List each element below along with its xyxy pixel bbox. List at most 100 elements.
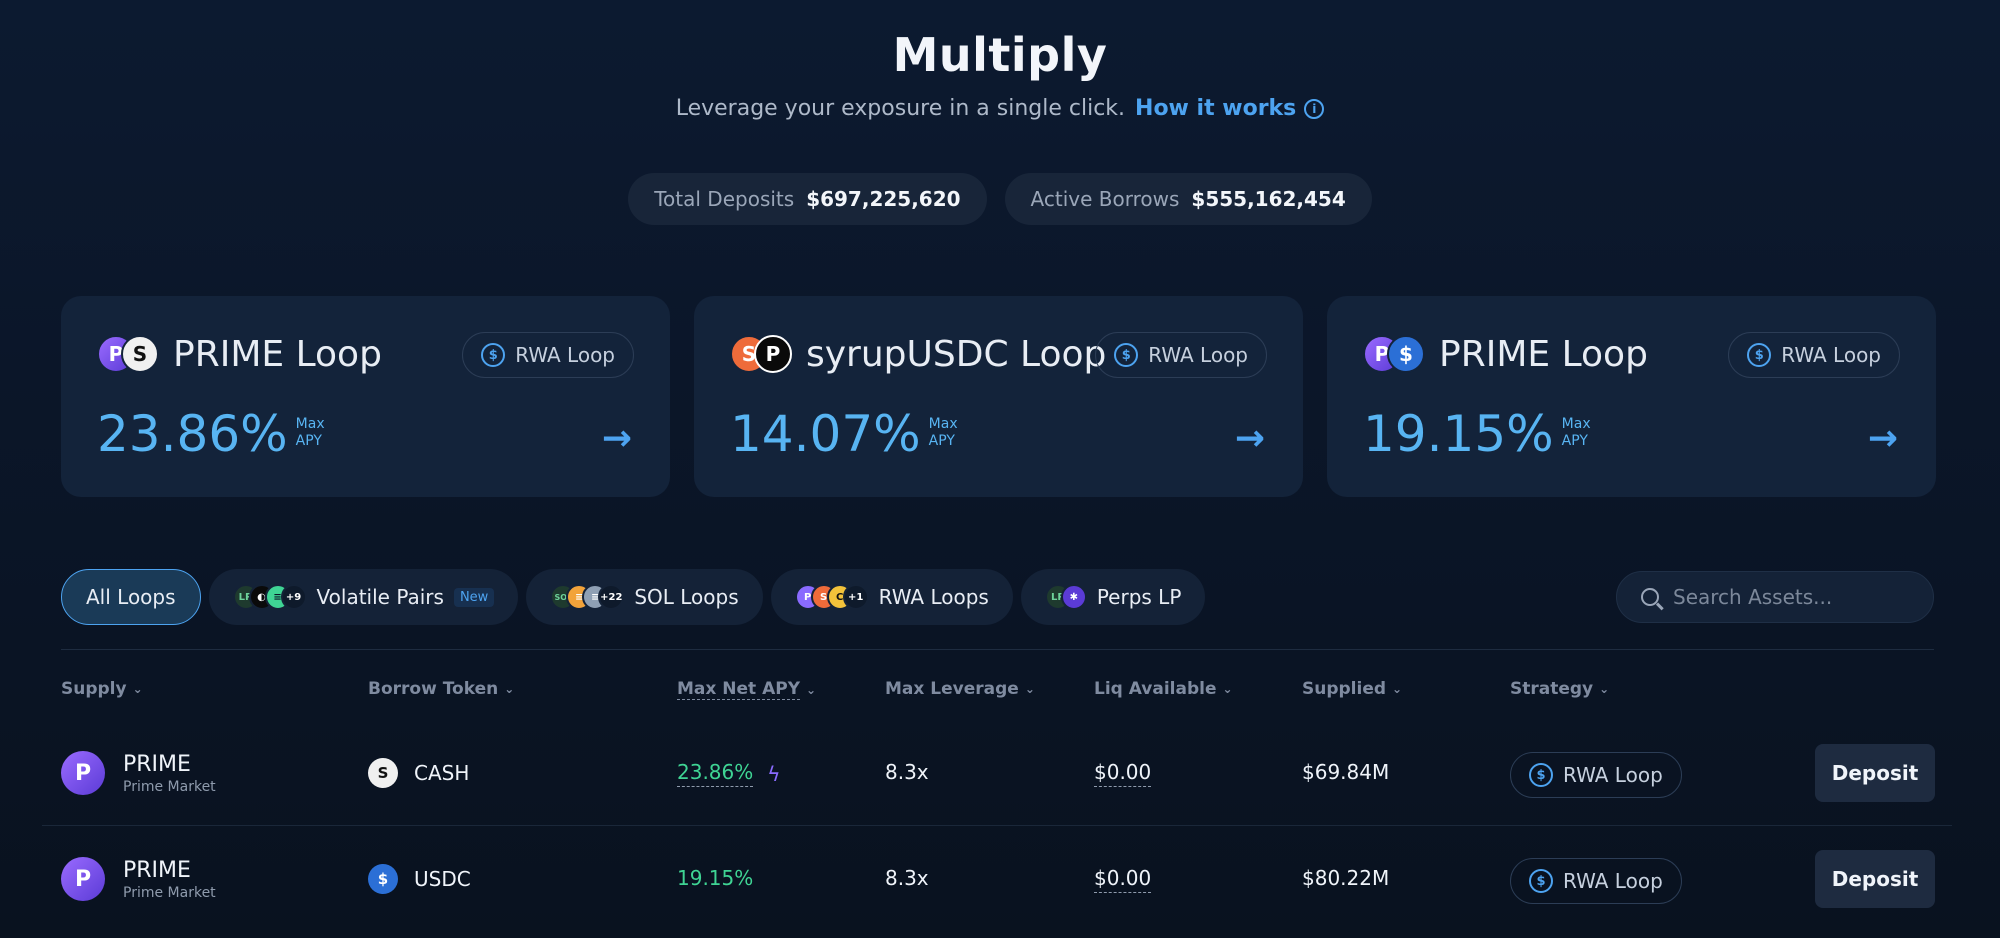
asset-name: PRIME bbox=[123, 857, 191, 883]
col-label: Borrow Token bbox=[368, 679, 499, 699]
page-header: Multiply Leverage your exposure in a sin… bbox=[0, 28, 2000, 121]
divider bbox=[61, 649, 1934, 650]
asset-name: PRIME bbox=[123, 751, 191, 777]
rwa-loop-tag: $ RWA Loop bbox=[462, 332, 634, 378]
col-label: Supply bbox=[61, 679, 127, 699]
col-label: Max Net APY bbox=[677, 679, 801, 700]
deposit-button[interactable]: Deposit bbox=[1815, 744, 1935, 802]
page-subtitle: Leverage your exposure in a single click… bbox=[0, 96, 2000, 121]
card-header: P S PRIME Loop bbox=[97, 334, 382, 375]
total-deposits-stat: Total Deposits $697,225,620 bbox=[628, 173, 987, 225]
deposit-button[interactable]: Deposit bbox=[1815, 850, 1935, 908]
prime-icon: P bbox=[61, 751, 105, 795]
arrow-right-icon[interactable]: → bbox=[601, 418, 632, 459]
row-divider bbox=[42, 825, 1952, 826]
pendle-icon: P bbox=[754, 334, 792, 373]
dollar-icon: $ bbox=[1114, 343, 1139, 367]
how-it-works-link[interactable]: How it works i bbox=[1135, 96, 1325, 121]
borrow-token-name: CASH bbox=[414, 761, 470, 785]
page-title: Multiply bbox=[892, 28, 1108, 82]
subtitle-text: Leverage your exposure in a single click… bbox=[675, 96, 1126, 121]
filter-rwa-loops[interactable]: P S C +1 RWA Loops bbox=[770, 569, 1013, 625]
col-supply[interactable]: Supply ⌄ bbox=[61, 679, 143, 699]
chip-label: Volatile Pairs bbox=[316, 585, 444, 609]
net-apy-value: 23.86% bbox=[677, 760, 754, 787]
col-liq-available[interactable]: Liq Available ⌄ bbox=[1094, 679, 1233, 699]
col-strategy[interactable]: Strategy ⌄ bbox=[1510, 679, 1609, 699]
filter-perps-lp[interactable]: LP ✱ Perps LP bbox=[1020, 569, 1206, 625]
supply-cell: P PRIME Prime Market bbox=[61, 751, 216, 795]
liq-cell: $0.00 bbox=[1094, 866, 1152, 893]
chip-label: RWA Loops bbox=[878, 585, 989, 609]
action-cell: Deposit bbox=[1815, 850, 1935, 908]
liq-value: $0.00 bbox=[1094, 760, 1152, 787]
borrow-cell: $ USDC bbox=[368, 864, 471, 894]
arrow-right-icon[interactable]: → bbox=[1867, 418, 1898, 459]
asset-market: Prime Market bbox=[123, 884, 216, 901]
search-input[interactable] bbox=[1673, 585, 1913, 609]
active-borrows-stat: Active Borrows $555,162,454 bbox=[1004, 173, 1372, 225]
dollar-icon: $ bbox=[481, 343, 506, 367]
leverage-cell: 8.3x bbox=[885, 866, 929, 890]
filter-all-loops[interactable]: All Loops bbox=[61, 569, 201, 625]
token-stack: SOL ≡ ≡ +22 bbox=[550, 584, 625, 610]
search-box[interactable] bbox=[1616, 571, 1934, 623]
rwa-loop-tag: $ RWA Loop bbox=[1095, 332, 1267, 378]
cash-icon: S bbox=[368, 758, 398, 788]
filter-sol-loops[interactable]: SOL ≡ ≡ +22 SOL Loops bbox=[526, 569, 763, 625]
supply-cell: P PRIME Prime Market bbox=[61, 857, 216, 901]
col-label: Strategy bbox=[1510, 679, 1594, 699]
info-icon: i bbox=[1304, 98, 1325, 119]
token-pair: P $ bbox=[1363, 334, 1435, 375]
card-header: S P syrupUSDC Loop bbox=[730, 334, 1106, 375]
lp-icon: LP bbox=[1044, 584, 1071, 610]
dollar-icon: $ bbox=[1529, 763, 1553, 787]
leverage-value: 8.3x bbox=[885, 760, 929, 784]
usdc-icon: $ bbox=[368, 864, 398, 894]
tag-label: RWA Loop bbox=[1148, 343, 1248, 367]
lightning-icon: ϟ bbox=[767, 761, 781, 786]
max-apy: 19.15% Max APY bbox=[1363, 408, 1591, 460]
chip-label: SOL Loops bbox=[634, 585, 739, 609]
featured-card-syrupusdc[interactable]: S P syrupUSDC Loop $ RWA Loop 14.07% Max… bbox=[694, 296, 1303, 497]
new-badge: New bbox=[453, 587, 495, 607]
stat-label: Total Deposits bbox=[654, 187, 795, 211]
strategy-cell: $ RWA Loop bbox=[1510, 752, 1682, 798]
table-row[interactable]: P PRIME Prime Market S CASH 23.86% ϟ 8.3… bbox=[42, 720, 1952, 826]
search-icon bbox=[1641, 588, 1659, 606]
chevron-down-icon: ⌄ bbox=[1222, 682, 1233, 696]
col-supplied[interactable]: Supplied ⌄ bbox=[1302, 679, 1402, 699]
arrow-right-icon[interactable]: → bbox=[1234, 418, 1265, 459]
token-pair: S P bbox=[730, 334, 802, 375]
strategy-tag: $ RWA Loop bbox=[1510, 752, 1682, 798]
strategy-tag: $ RWA Loop bbox=[1510, 858, 1682, 904]
apy-value: 19.15% bbox=[1363, 405, 1554, 463]
chevron-down-icon: ⌄ bbox=[806, 682, 817, 697]
stat-value: $697,225,620 bbox=[806, 187, 961, 211]
asset-text: PRIME Prime Market bbox=[123, 752, 216, 795]
col-label: Liq Available bbox=[1094, 679, 1217, 699]
col-label: Max Leverage bbox=[885, 679, 1019, 699]
net-apy-value: 19.15% bbox=[677, 866, 754, 890]
col-borrow-token[interactable]: Borrow Token ⌄ bbox=[368, 679, 514, 699]
strategy-cell: $ RWA Loop bbox=[1510, 858, 1682, 904]
max-apy: 23.86% Max APY bbox=[97, 408, 325, 460]
action-cell: Deposit bbox=[1815, 744, 1935, 802]
borrow-token-name: USDC bbox=[414, 867, 471, 891]
card-header: P $ PRIME Loop bbox=[1363, 334, 1648, 375]
apy-value: 14.07% bbox=[730, 405, 921, 463]
stat-label: Active Borrows bbox=[1030, 187, 1180, 211]
filter-volatile-pairs[interactable]: LP ◐ ≡ +9 Volatile Pairs New bbox=[208, 569, 519, 625]
featured-card-prime-usdc[interactable]: P $ PRIME Loop $ RWA Loop 19.15% Max APY … bbox=[1327, 296, 1936, 497]
prime-icon: P bbox=[61, 857, 105, 901]
card-title: PRIME Loop bbox=[1439, 334, 1648, 375]
dollar-icon: $ bbox=[1529, 869, 1553, 893]
apy-cell: 19.15% bbox=[677, 866, 753, 890]
col-max-leverage[interactable]: Max Leverage ⌄ bbox=[885, 679, 1035, 699]
table-row[interactable]: P PRIME Prime Market $ USDC 19.15% 8.3x … bbox=[42, 826, 1952, 932]
cash-icon: S bbox=[121, 334, 159, 373]
strategy-label: RWA Loop bbox=[1563, 763, 1663, 787]
featured-card-prime-cash[interactable]: P S PRIME Loop $ RWA Loop 23.86% Max APY … bbox=[61, 296, 670, 497]
chip-label: Perps LP bbox=[1096, 585, 1182, 609]
col-max-net-apy[interactable]: Max Net APY ⌄ bbox=[677, 679, 816, 700]
